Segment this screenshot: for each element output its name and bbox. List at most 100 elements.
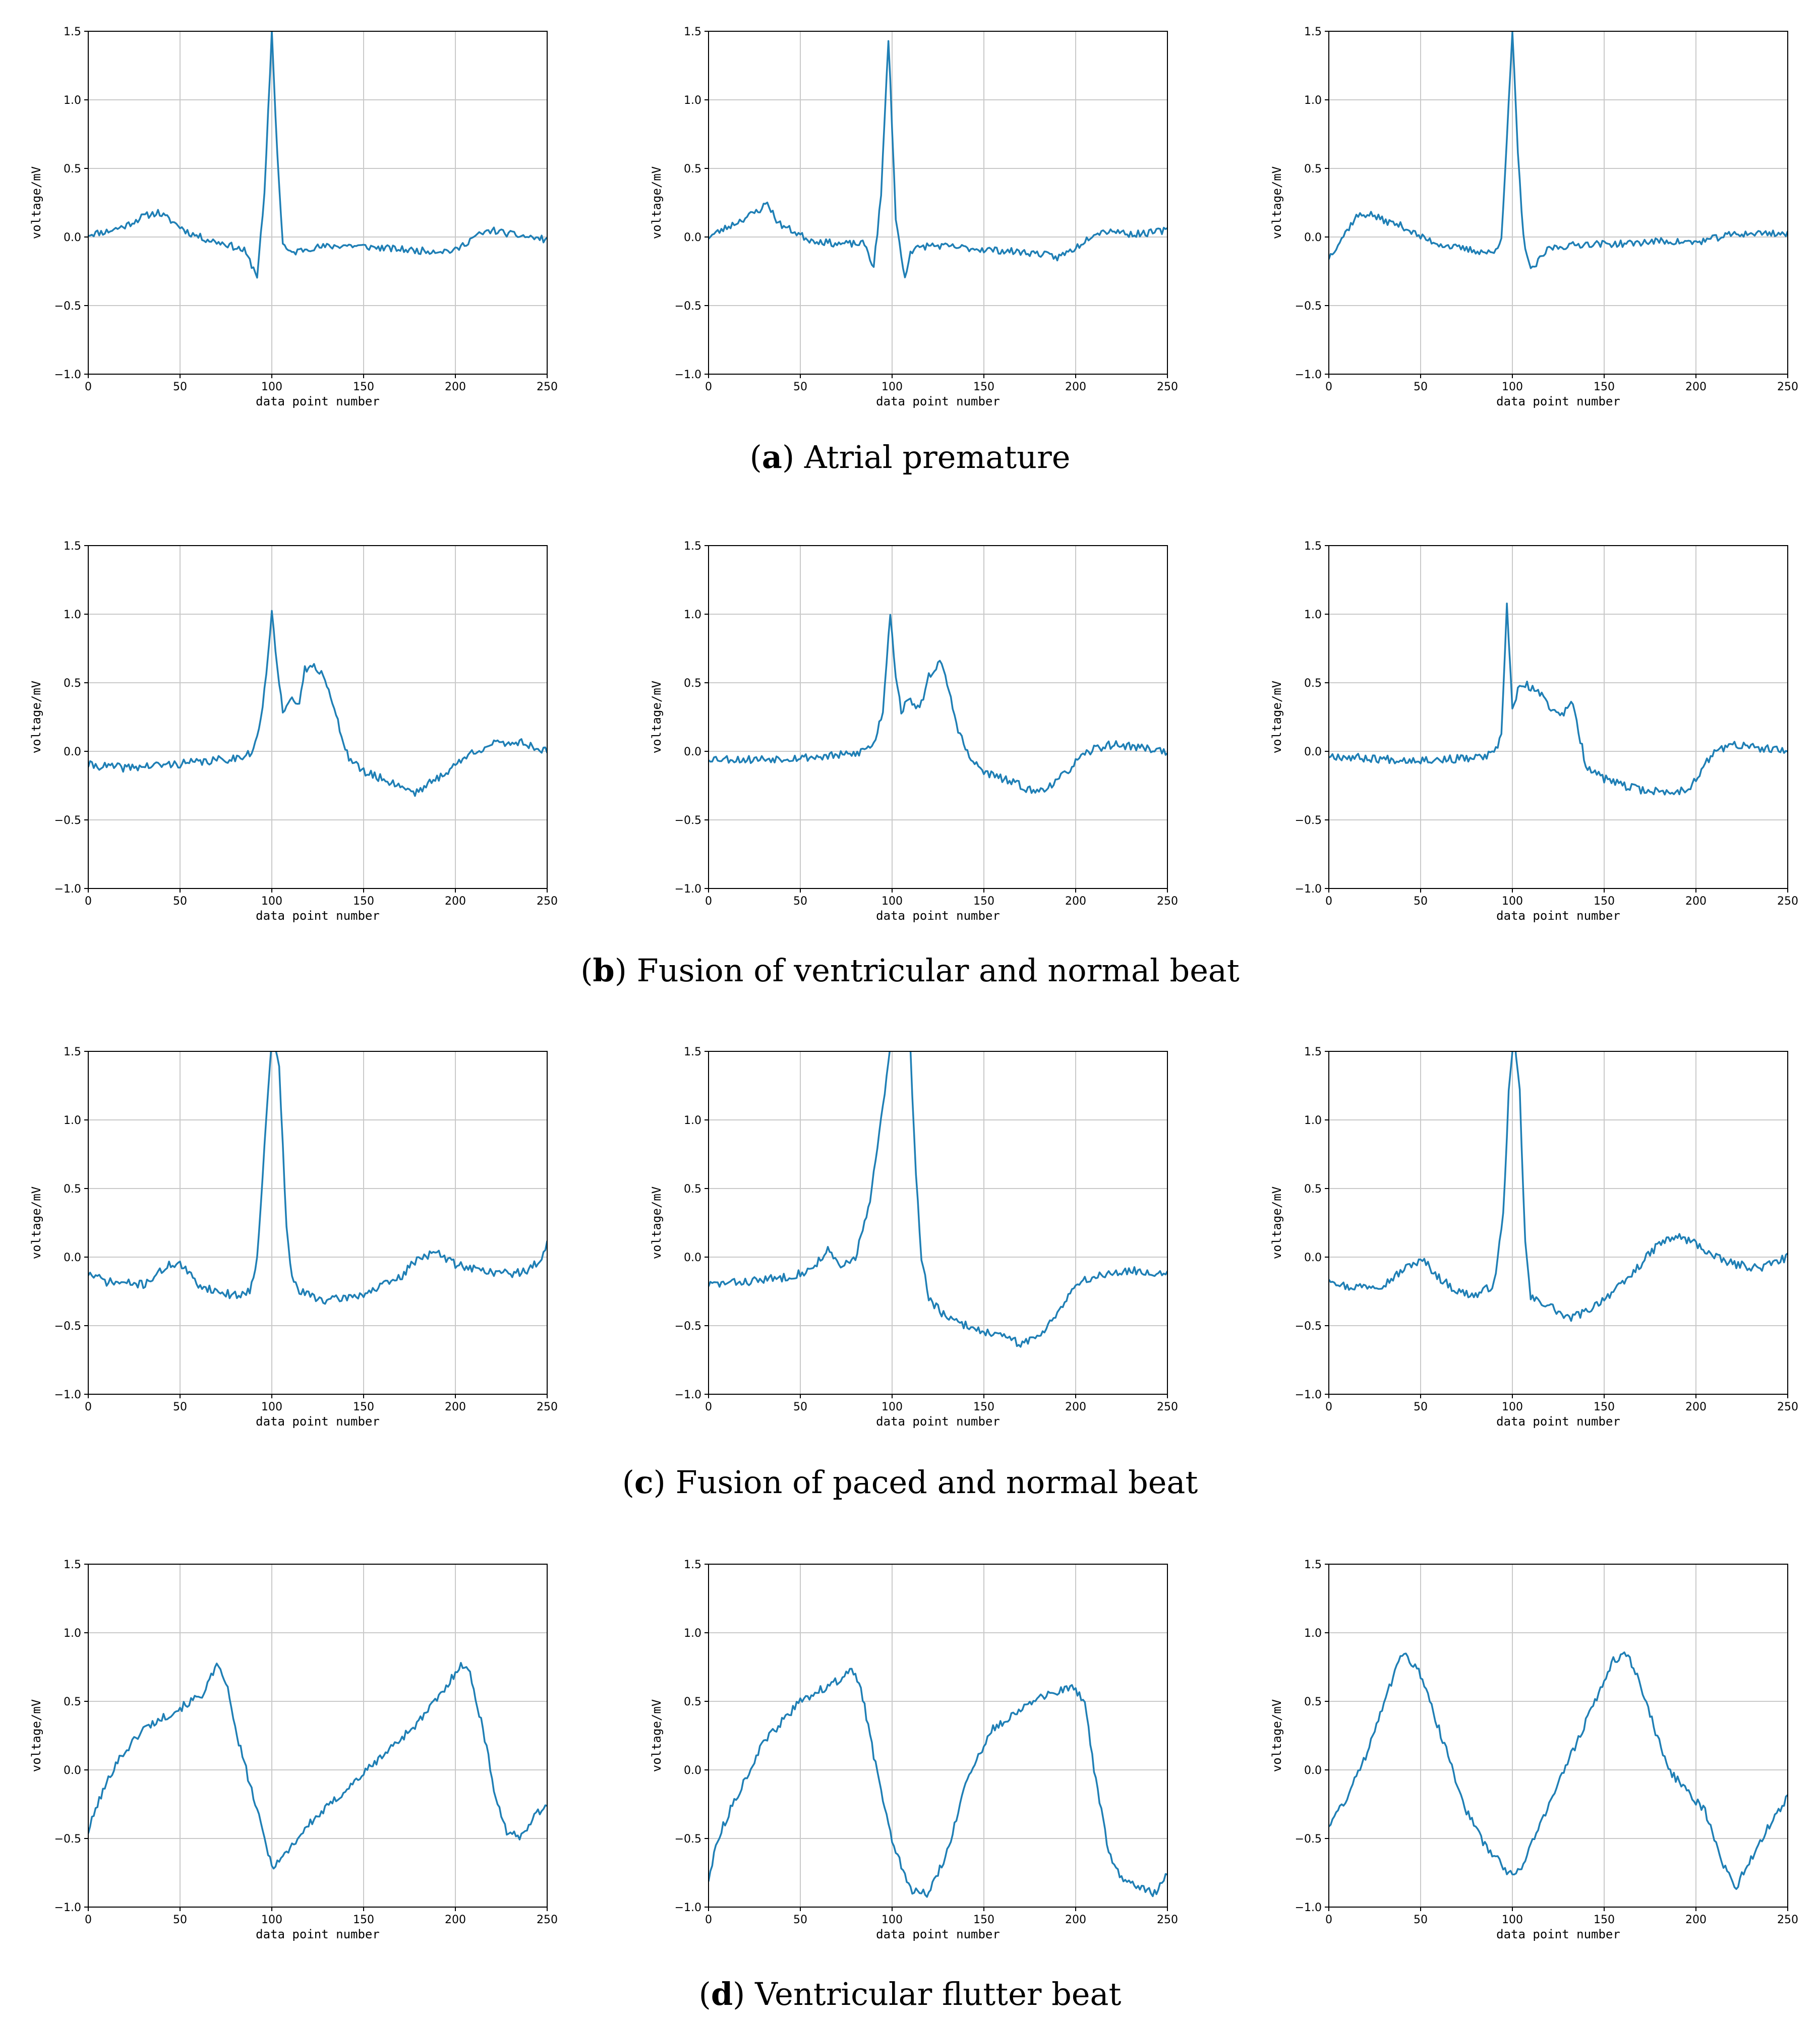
plot-1-0-ytick-label: 1.0 <box>64 609 81 621</box>
plot-3-2-frame <box>1328 1564 1788 1908</box>
plot-0-0-series-line <box>88 31 547 279</box>
plot-1-1: 0 50 100 150 200 250 −1.0 −0.5 0.0 0.5 1.0 1.5 data … <box>650 540 1178 923</box>
plot-2-1-frame <box>708 1051 1168 1395</box>
plot-1-0-series-line <box>88 610 547 797</box>
plot-3-2-ytick-label: 0.0 <box>1304 1764 1322 1777</box>
plot-3-1-xtick-label: 50 <box>793 1914 807 1926</box>
plot-1-2-frame <box>1328 545 1788 889</box>
plot-3-0-xtick-label: 150 <box>353 1914 374 1926</box>
plot-1-2-series-line <box>1329 603 1788 796</box>
plot-0-1-frame <box>708 31 1168 375</box>
plot-3-1-xtick-label: 150 <box>973 1914 994 1926</box>
plot-3-1-xtick-label: 200 <box>1065 1914 1086 1926</box>
plot-0-1-xtick-label: 150 <box>973 381 994 393</box>
plot-0-2-ylabel: voltage/mV <box>1270 166 1284 240</box>
plot-2-0-xtick-label: 150 <box>353 1401 374 1413</box>
plot-1-1-ytick-label: 1.0 <box>684 609 701 621</box>
plot-0-0-xtick-label: 250 <box>537 381 558 393</box>
caption-b-letter: b <box>593 952 615 989</box>
plot-3-0-ytick-label: 0.0 <box>64 1764 81 1777</box>
plot-0-1-xtick-label: 250 <box>1157 381 1178 393</box>
plot-0-0-ytick-label: 0.0 <box>64 231 81 244</box>
caption-a-letter: a <box>761 439 782 476</box>
plot-0-1-xlabel: data point number <box>876 394 1000 408</box>
plot-0-1-series-line <box>709 40 1167 278</box>
plot-2-0-ytick-label: −0.5 <box>54 1320 81 1333</box>
plot-0-2-xtick-label: 200 <box>1685 381 1707 393</box>
plot-1-0-ytick-label: −0.5 <box>54 814 81 827</box>
plot-1-0-xtick-label: 100 <box>261 895 282 908</box>
plot-2-1-ytick-label: 0.5 <box>684 1183 701 1196</box>
plot-1-2-xtick-label: 100 <box>1502 895 1523 908</box>
plot-3-2-ytick-label: 1.0 <box>1304 1627 1322 1640</box>
plot-3-1: 0 50 100 150 200 250 −1.0 −0.5 0.0 0.5 1.0 1.5 data … <box>650 1559 1178 1941</box>
plot-0-1-ylabel: voltage/mV <box>650 166 664 240</box>
plot-3-0-ytick-label: −0.5 <box>54 1833 81 1846</box>
caption-c-letter: c <box>634 1464 654 1501</box>
plot-1-1-ytick-label: 0.0 <box>684 746 701 758</box>
plot-2-2-xtick-label: 250 <box>1777 1401 1798 1413</box>
plot-2-2-ytick-label: 0.5 <box>1304 1183 1322 1196</box>
plot-3-0-ytick-label: 0.5 <box>64 1696 81 1708</box>
plot-2-0-xtick-label: 100 <box>261 1401 282 1413</box>
plot-2-0-ytick-label: 1.5 <box>64 1046 81 1058</box>
plot-1-0-ytick-label: 0.5 <box>64 677 81 690</box>
plot-0-2-ytick-label: 1.0 <box>1304 94 1322 107</box>
plot-0-1: 0 50 100 150 200 250 −1.0 −0.5 0.0 0.5 1.0 1.5 data … <box>650 26 1178 408</box>
plot-1-1-ytick-label: 1.5 <box>684 540 701 553</box>
plot-3-1-ytick-label: 0.5 <box>684 1696 701 1708</box>
plot-2-0-ytick-label: 1.0 <box>64 1114 81 1127</box>
plot-3-0-ytick-label: 1.5 <box>64 1559 81 1571</box>
plot-1-1-ytick-label: 0.5 <box>684 677 701 690</box>
plot-0-0: 0 50 100 150 200 250 −1.0 −0.5 0.0 0.5 1.0 1.5 data … <box>29 26 558 408</box>
plot-2-0-ytick-label: 0.0 <box>64 1252 81 1264</box>
plot-0-0-ytick-label: 0.5 <box>64 163 81 175</box>
plot-2-2-ytick-label: −1.0 <box>1295 1389 1322 1401</box>
plot-3-0-ytick-label: 1.0 <box>64 1627 81 1640</box>
plot-3-1-xtick-label: 0 <box>705 1914 712 1926</box>
plot-2-0-ytick-label: −1.0 <box>54 1389 81 1401</box>
plot-0-1-xtick-label: 50 <box>793 381 807 393</box>
plot-0-0-xtick-label: 100 <box>261 381 282 393</box>
plot-3-0-xtick-label: 200 <box>445 1914 466 1926</box>
caption-a: (a) Atrial premature <box>749 439 1071 476</box>
plot-2-2-ytick-label: 1.0 <box>1304 1114 1322 1127</box>
plot-1-1-series-line <box>709 614 1167 794</box>
plot-1-1-xtick-label: 250 <box>1157 895 1178 908</box>
plot-0-2-xtick-label: 250 <box>1777 381 1798 393</box>
plot-0-2-ytick-label: 0.0 <box>1304 231 1322 244</box>
plot-3-1-series-line <box>709 1668 1167 1898</box>
plot-0-2-xtick-label: 100 <box>1502 381 1523 393</box>
plot-3-2-series-line <box>1329 1651 1788 1890</box>
plot-3-1-xtick-label: 100 <box>882 1914 903 1926</box>
plot-1-2-xtick-label: 200 <box>1685 895 1707 908</box>
plot-0-2-ytick-label: 1.5 <box>1304 26 1322 38</box>
plot-2-1-xtick-label: 200 <box>1065 1401 1086 1413</box>
plot-2-1-ytick-label: 1.5 <box>684 1046 701 1058</box>
plot-1-0-ytick-label: 0.0 <box>64 746 81 758</box>
plot-2-1-xlabel: data point number <box>876 1414 1000 1429</box>
plot-3-0-ytick-label: −1.0 <box>54 1902 81 1914</box>
plot-3-1-ytick-label: −1.0 <box>675 1902 701 1914</box>
plot-0-1-xtick-label: 200 <box>1065 381 1086 393</box>
plot-0-1-xtick-label: 100 <box>882 381 903 393</box>
plot-2-0-xtick-label: 50 <box>173 1401 187 1413</box>
plot-3-1-xtick-label: 250 <box>1157 1914 1178 1926</box>
plot-1-1-ylabel: voltage/mV <box>650 681 664 754</box>
plot-1-2-xlabel: data point number <box>1496 909 1620 923</box>
plot-1-1-ytick-label: −1.0 <box>675 883 701 896</box>
plot-1-2-ytick-label: −0.5 <box>1295 814 1322 827</box>
plot-1-2-ytick-label: 0.5 <box>1304 677 1322 690</box>
plot-0-2-ytick-label: −1.0 <box>1295 369 1322 381</box>
plot-3-2-ytick-label: 1.5 <box>1304 1559 1322 1571</box>
plot-0-2-ytick-label: −0.5 <box>1295 300 1322 313</box>
plot-3-2: 0 50 100 150 200 250 −1.0 −0.5 0.0 0.5 1.0 1.5 data … <box>1270 1559 1798 1941</box>
plot-3-1-ytick-label: 1.0 <box>684 1627 701 1640</box>
plot-3-0-xtick-label: 250 <box>537 1914 558 1926</box>
plot-0-1-ytick-label: −1.0 <box>675 369 701 381</box>
plot-3-1-ytick-label: 1.5 <box>684 1559 701 1571</box>
plot-1-1-xtick-label: 100 <box>882 895 903 908</box>
plot-0-2-xtick-label: 50 <box>1414 381 1428 393</box>
plot-2-0-ytick-label: 0.5 <box>64 1183 81 1196</box>
plot-3-1-xlabel: data point number <box>876 1927 1000 1941</box>
